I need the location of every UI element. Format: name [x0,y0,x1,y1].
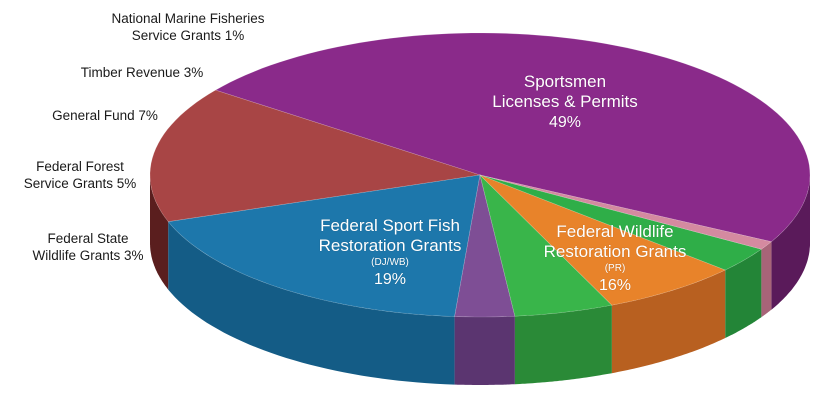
pie-slice-4 [479,174,613,317]
label-sportfish-pct: 19% [373,271,407,288]
label-forest-line1: Federal Forest [36,159,124,174]
pie-side-0-0 [771,177,810,310]
label-sportsmen: Sportsmen Licenses & Permits 49% [470,72,660,134]
label-wildlife-line2: Restoration Grants [543,242,687,261]
pie-slice-0 [214,32,811,243]
pie-slice-7 [479,174,773,250]
label-sportfish-line2: Restoration Grants [318,236,462,255]
label-state-wildlife-line2: Wildlife Grants 3% [32,248,144,263]
pie-slice-3 [454,174,516,318]
label-sportfish-restoration: Federal Sport Fish Restoration Grants (D… [295,216,485,291]
label-sportfish-line1: Federal Sport Fish [320,216,460,235]
label-general-fund: General Fund 7% [30,107,180,124]
pie-top-faces [149,32,811,318]
label-sportfish-sub: (DJ/WB) [371,257,409,268]
label-nmf-line2: Service Grants 1% [131,28,245,43]
label-general-fund-line1: General Fund 7% [52,108,158,123]
label-wildlife-pct: 16% [598,277,632,294]
pie-slice-5 [479,174,727,306]
label-federal-forest: Federal Forest Service Grants 5% [0,158,160,192]
pie-side-6-0 [725,249,762,338]
label-timber-line1: Timber Revenue 3% [80,65,204,80]
label-wildlife-restoration: Federal Wildlife Restoration Grants (PR)… [525,222,705,297]
pie-slice-1 [149,89,481,223]
pie-side-walls [150,175,810,385]
label-forest-line2: Service Grants 5% [23,176,137,191]
pie-side-4-0 [514,305,612,385]
pie-side-2-0 [168,221,455,385]
pie-side-3-0 [454,316,515,385]
label-sportsmen-line2: Licenses & Permits [492,92,638,111]
label-sportsmen-pct: 49% [548,114,582,131]
pie-slice-6 [479,174,763,271]
label-wildlife-line1: Federal Wildlife [556,222,674,241]
pie-side-1-0 [150,175,169,290]
pie-side-7-0 [761,241,772,318]
label-state-wildlife-line1: Federal State [47,231,129,246]
label-national-marine-fisheries: National Marine Fisheries Service Grants… [88,10,288,44]
label-wildlife-sub: (PR) [604,263,626,274]
label-federal-state-wildlife: Federal State Wildlife Grants 3% [8,230,168,264]
pie-slice-2 [167,174,481,317]
label-nmf-line1: National Marine Fisheries [111,11,265,26]
pie-side-5-0 [611,270,726,374]
label-timber-revenue: Timber Revenue 3% [62,64,222,81]
label-sportsmen-line1: Sportsmen [523,72,607,91]
